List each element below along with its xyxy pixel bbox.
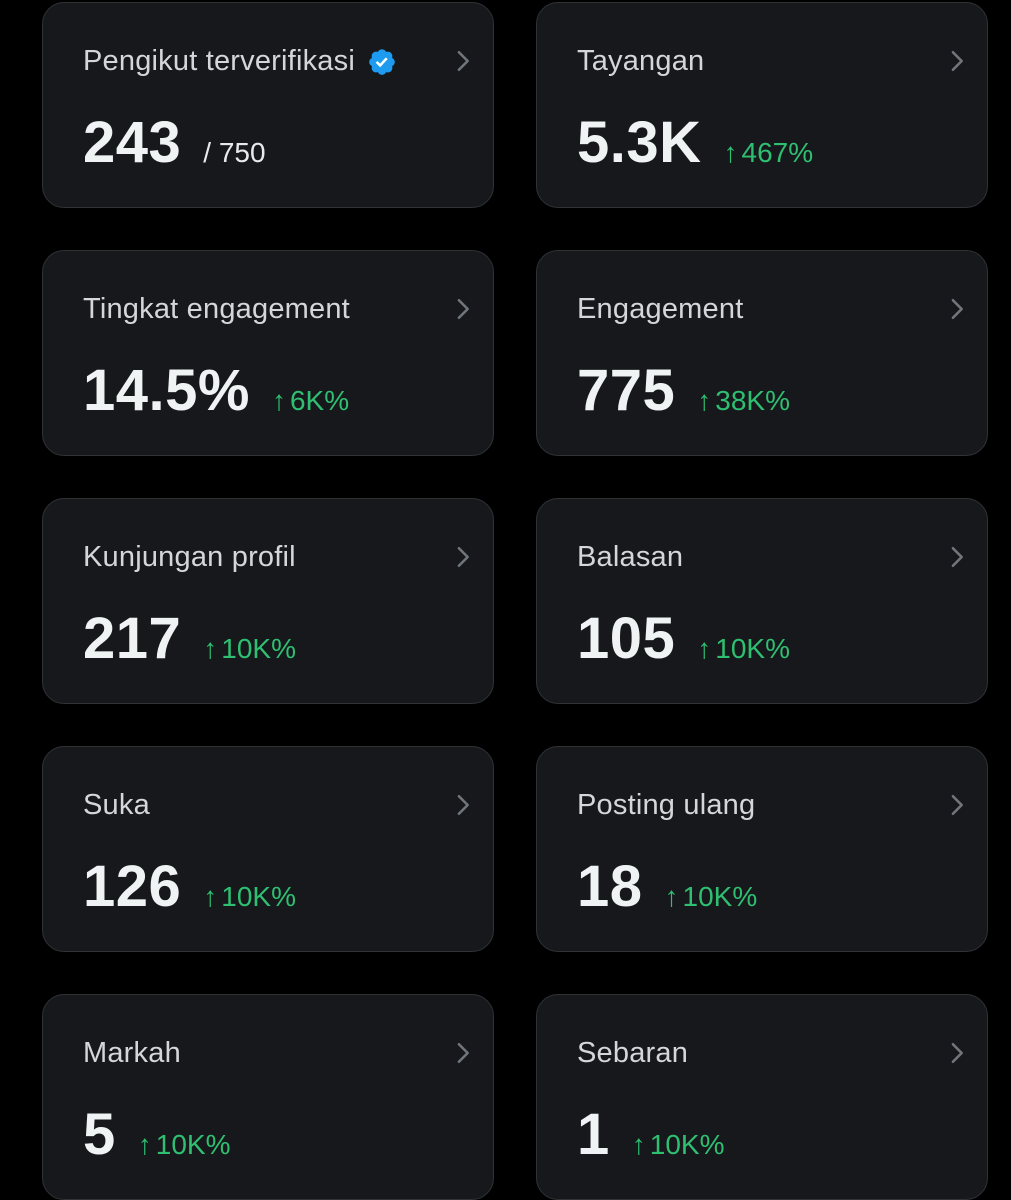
card-title: Kunjungan profil	[83, 541, 296, 573]
arrow-up-icon: ↑	[203, 633, 218, 664]
metric-value: 105	[577, 606, 676, 671]
metric-value: 5.3K	[577, 110, 702, 175]
value-row: 14.5% ↑ 6K%	[83, 357, 349, 424]
card-shares[interactable]: Sebaran 1 ↑ 10K%	[536, 994, 988, 1200]
change-indicator: ↑ 10K%	[138, 1129, 231, 1161]
value-row: 217 ↑ 10K%	[83, 605, 296, 672]
value-row: 105 ↑ 10K%	[577, 605, 790, 672]
value-row: 5 ↑ 10K%	[83, 1101, 230, 1168]
value-row: 775 ↑ 38K%	[577, 357, 790, 424]
metric-value: 18	[577, 854, 643, 919]
metric-value: 243	[83, 110, 182, 175]
change-indicator: ↑ 10K%	[632, 1129, 725, 1161]
change-indicator: ↑ 6K%	[272, 385, 349, 417]
change-indicator: ↑ 10K%	[697, 633, 790, 665]
change-indicator: ↑ 10K%	[203, 633, 296, 665]
metric-value: 126	[83, 854, 182, 919]
chevron-right-icon	[457, 546, 469, 568]
chevron-right-icon	[951, 794, 963, 816]
value-row: 5.3K ↑ 467%	[577, 109, 813, 176]
verified-badge-icon	[367, 47, 397, 77]
card-engagement-rate[interactable]: Tingkat engagement 14.5% ↑ 6K%	[42, 250, 494, 456]
card-title: Engagement	[577, 293, 744, 325]
arrow-up-icon: ↑	[203, 881, 218, 912]
card-likes[interactable]: Suka 126 ↑ 10K%	[42, 746, 494, 952]
card-title: Tingkat engagement	[83, 293, 350, 325]
card-views[interactable]: Tayangan 5.3K ↑ 467%	[536, 2, 988, 208]
card-bookmarks[interactable]: Markah 5 ↑ 10K%	[42, 994, 494, 1200]
chevron-right-icon	[457, 298, 469, 320]
card-title: Posting ulang	[577, 789, 756, 821]
card-title: Pengikut terverifikasi	[83, 45, 355, 77]
value-row: 126 ↑ 10K%	[83, 853, 296, 920]
metric-value: 14.5%	[83, 358, 250, 423]
arrow-up-icon: ↑	[697, 633, 712, 664]
change-value: 6K%	[289, 385, 350, 416]
change-value: 10K%	[715, 633, 790, 664]
card-title: Suka	[83, 789, 150, 821]
card-reposts[interactable]: Posting ulang 18 ↑ 10K%	[536, 746, 988, 952]
arrow-up-icon: ↑	[723, 137, 738, 168]
change-value: 10K%	[221, 881, 296, 912]
arrow-up-icon: ↑	[664, 881, 679, 912]
change-value: 38K%	[715, 385, 790, 416]
card-title: Balasan	[577, 541, 684, 573]
change-value: 467%	[741, 137, 814, 168]
arrow-up-icon: ↑	[697, 385, 712, 416]
chevron-right-icon	[951, 1042, 963, 1064]
card-profile-visits[interactable]: Kunjungan profil 217 ↑ 10K%	[42, 498, 494, 704]
value-row: 1 ↑ 10K%	[577, 1101, 724, 1168]
value-row: 243 / 750	[83, 109, 266, 176]
metric-limit: / 750	[203, 137, 266, 168]
card-replies[interactable]: Balasan 105 ↑ 10K%	[536, 498, 988, 704]
chevron-right-icon	[951, 50, 963, 72]
metric-value: 1	[577, 1102, 610, 1167]
card-engagement[interactable]: Engagement 775 ↑ 38K%	[536, 250, 988, 456]
change-value: 10K%	[649, 1129, 725, 1160]
arrow-up-icon: ↑	[137, 1129, 152, 1160]
chevron-right-icon	[457, 794, 469, 816]
card-verified-followers[interactable]: Pengikut terverifikasi 243 / 750	[42, 2, 494, 208]
change-value: 10K%	[221, 633, 296, 664]
value-row: 18 ↑ 10K%	[577, 853, 757, 920]
metric-value: 775	[577, 358, 676, 423]
arrow-up-icon: ↑	[271, 385, 286, 416]
chevron-right-icon	[951, 298, 963, 320]
change-value: 10K%	[155, 1129, 231, 1160]
card-title-wrap: Pengikut terverifikasi	[83, 45, 397, 78]
card-title: Sebaran	[577, 1037, 689, 1069]
metric-value: 5	[83, 1102, 116, 1167]
card-title: Tayangan	[577, 45, 705, 77]
change-indicator: ↑ 467%	[724, 137, 814, 169]
chevron-right-icon	[457, 50, 469, 72]
card-title: Markah	[83, 1037, 181, 1069]
change-indicator: ↑ 38K%	[697, 385, 790, 417]
arrow-up-icon: ↑	[631, 1129, 646, 1160]
change-indicator: ↑ 10K%	[203, 881, 296, 913]
metric-value: 217	[83, 606, 182, 671]
change-indicator: ↑ 10K%	[665, 881, 758, 913]
chevron-right-icon	[457, 1042, 469, 1064]
change-value: 10K%	[682, 881, 758, 912]
chevron-right-icon	[951, 546, 963, 568]
